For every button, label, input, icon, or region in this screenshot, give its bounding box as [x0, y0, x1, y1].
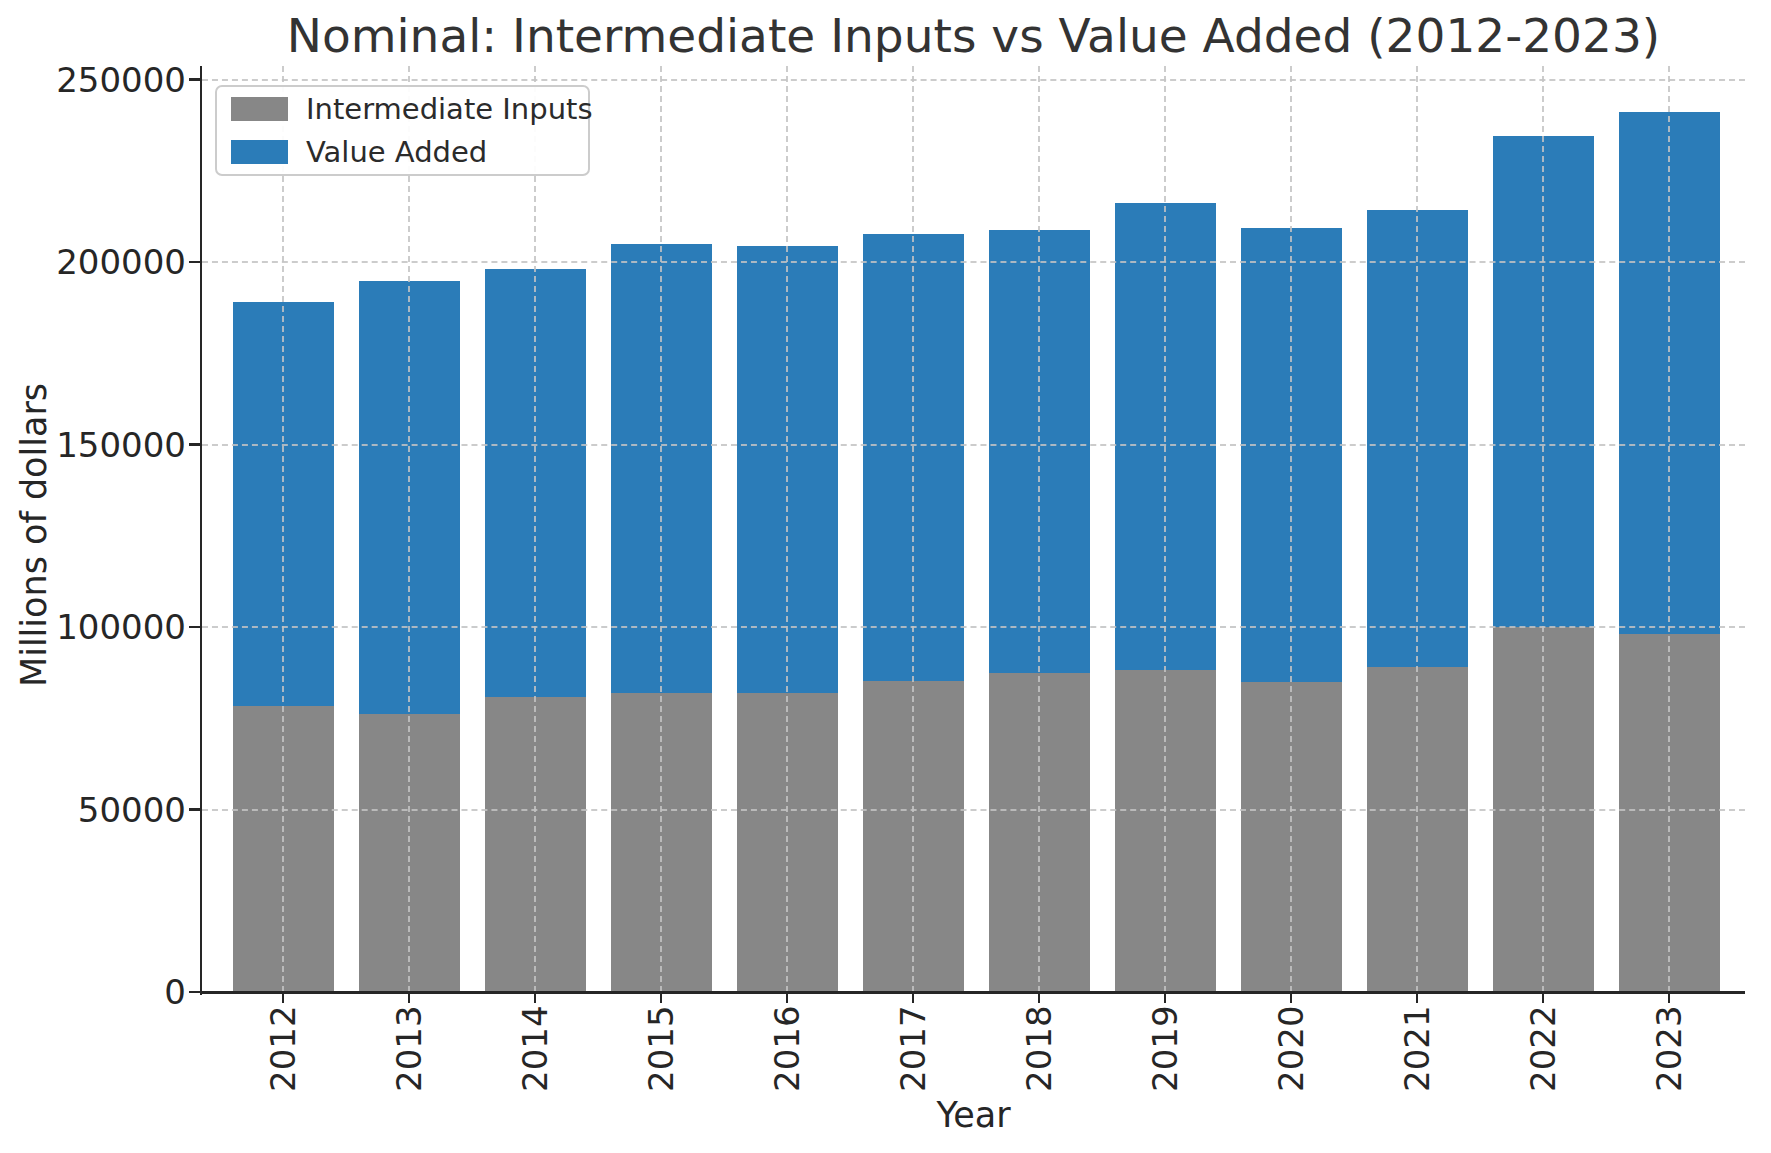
v-gridline — [1668, 66, 1670, 992]
h-gridline — [202, 444, 1745, 446]
x-tick-mark — [786, 992, 789, 1003]
y-tick-mark — [189, 443, 200, 446]
legend-label-intermediate-inputs: Intermediate Inputs — [306, 92, 593, 126]
plot-area — [202, 66, 1745, 992]
y-tick-label: 100000 — [28, 610, 186, 644]
h-gridline — [202, 626, 1745, 628]
x-tick-label: 2022 — [1526, 1006, 1560, 1093]
x-tick-mark — [1668, 992, 1671, 1003]
x-tick-mark — [1038, 992, 1041, 1003]
x-tick-mark — [1542, 992, 1545, 1003]
x-tick-mark — [1290, 992, 1293, 1003]
y-tick-label: 200000 — [28, 245, 186, 279]
h-gridline — [202, 79, 1745, 81]
x-tick-mark — [408, 992, 411, 1003]
legend-item-intermediate-inputs: Intermediate Inputs — [231, 92, 588, 126]
x-tick-label: 2012 — [266, 1006, 300, 1093]
legend-swatch-intermediate-inputs — [231, 97, 288, 121]
x-tick-mark — [1416, 992, 1419, 1003]
y-tick-mark — [189, 261, 200, 264]
x-tick-mark — [912, 992, 915, 1003]
x-tick-label: 2013 — [392, 1006, 426, 1093]
y-tick-label: 250000 — [28, 63, 186, 97]
v-gridline — [1416, 66, 1418, 992]
x-axis-spine — [200, 991, 1746, 994]
x-tick-label: 2023 — [1652, 1006, 1686, 1093]
y-axis-spine — [200, 66, 203, 995]
y-tick-label: 50000 — [28, 793, 186, 827]
x-tick-mark — [534, 992, 537, 1003]
v-gridline — [1542, 66, 1544, 992]
x-tick-label: 2021 — [1400, 1006, 1434, 1093]
x-tick-label: 2020 — [1274, 1006, 1308, 1093]
x-tick-label: 2018 — [1022, 1006, 1056, 1093]
x-tick-mark — [282, 992, 285, 1003]
legend-swatch-value-added — [231, 140, 288, 164]
x-axis-label: Year — [202, 1095, 1745, 1135]
y-tick-mark — [189, 808, 200, 811]
v-gridline — [912, 66, 914, 992]
legend: Intermediate Inputs Value Added — [215, 85, 590, 176]
y-tick-label: 0 — [28, 975, 186, 1009]
v-gridline — [660, 66, 662, 992]
h-gridline — [202, 261, 1745, 263]
y-tick-mark — [189, 626, 200, 629]
y-tick-label: 150000 — [28, 428, 186, 462]
v-gridline — [408, 66, 410, 992]
legend-item-value-added: Value Added — [231, 135, 588, 169]
h-gridline — [202, 809, 1745, 811]
v-gridline — [786, 66, 788, 992]
y-tick-mark — [189, 78, 200, 81]
x-tick-label: 2017 — [896, 1006, 930, 1093]
figure: Nominal: Intermediate Inputs vs Value Ad… — [0, 0, 1771, 1153]
x-tick-label: 2016 — [770, 1006, 804, 1093]
x-tick-label: 2014 — [518, 1006, 552, 1093]
y-tick-mark — [189, 991, 200, 994]
chart-title: Nominal: Intermediate Inputs vs Value Ad… — [202, 8, 1745, 63]
v-gridline — [1038, 66, 1040, 992]
x-tick-mark — [1164, 992, 1167, 1003]
x-tick-label: 2015 — [644, 1006, 678, 1093]
v-gridline — [534, 66, 536, 992]
v-gridline — [282, 66, 284, 992]
v-gridline — [1290, 66, 1292, 992]
x-tick-mark — [660, 992, 663, 1003]
v-gridline — [1164, 66, 1166, 992]
legend-label-value-added: Value Added — [306, 135, 487, 169]
x-tick-label: 2019 — [1148, 1006, 1182, 1093]
